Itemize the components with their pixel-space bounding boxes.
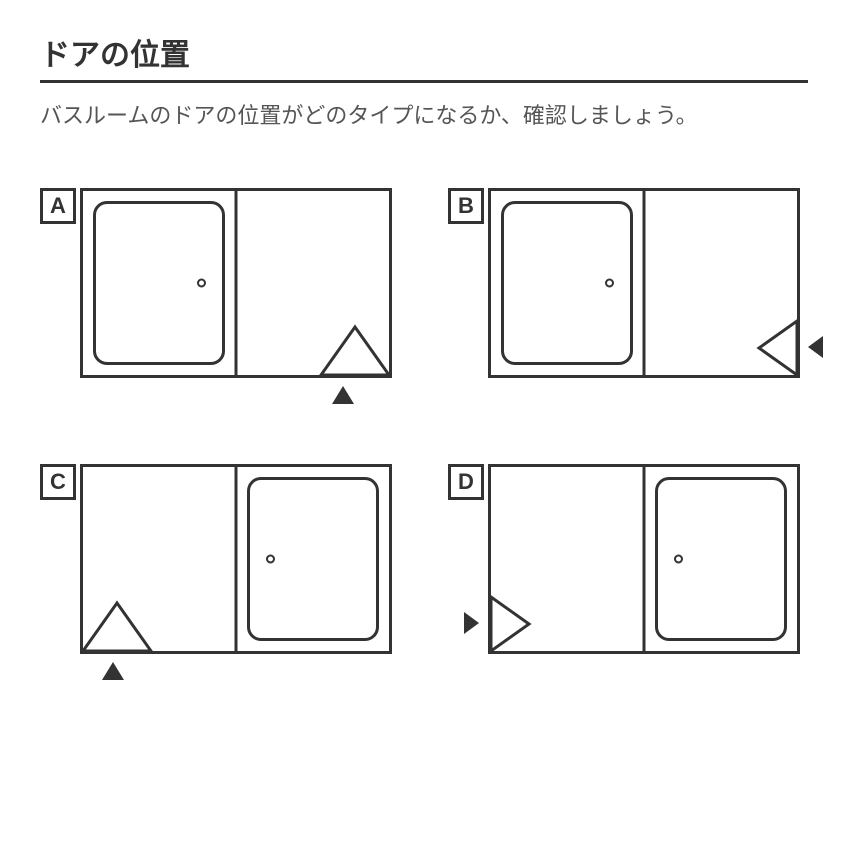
option-label-b: B xyxy=(448,188,484,224)
door-triangle-icon xyxy=(488,594,532,654)
option-label-c: C xyxy=(40,464,76,500)
option-label-d: D xyxy=(448,464,484,500)
room-a xyxy=(80,188,392,378)
indicator-triangle-icon xyxy=(332,386,354,404)
option-b: B xyxy=(448,188,808,408)
indicator-triangle-icon xyxy=(464,612,479,634)
bathtub-icon xyxy=(247,477,379,641)
drain-icon xyxy=(197,279,206,288)
room-divider xyxy=(235,467,238,651)
option-label-a: A xyxy=(40,188,76,224)
options-grid: A B xyxy=(40,188,808,684)
room-divider xyxy=(643,191,646,375)
bathtub-icon xyxy=(655,477,787,641)
indicator-triangle-icon xyxy=(808,336,823,358)
bathtub-icon xyxy=(501,201,633,365)
option-c: C xyxy=(40,464,400,684)
drain-icon xyxy=(266,555,275,564)
room-c xyxy=(80,464,392,654)
room-b xyxy=(488,188,800,378)
room-d xyxy=(488,464,800,654)
page-description: バスルームのドアの位置がどのタイプになるか、確認しましょう。 xyxy=(40,99,808,132)
door-triangle-icon xyxy=(756,318,800,378)
indicator-triangle-icon xyxy=(102,662,124,680)
drain-icon xyxy=(674,555,683,564)
option-a: A xyxy=(40,188,400,408)
option-d: D xyxy=(448,464,808,684)
door-triangle-icon xyxy=(80,600,154,654)
page-title: ドアの位置 xyxy=(40,30,808,83)
bathtub-icon xyxy=(93,201,225,365)
room-divider xyxy=(643,467,646,651)
door-triangle-icon xyxy=(318,324,392,378)
room-divider xyxy=(235,191,238,375)
drain-icon xyxy=(605,279,614,288)
